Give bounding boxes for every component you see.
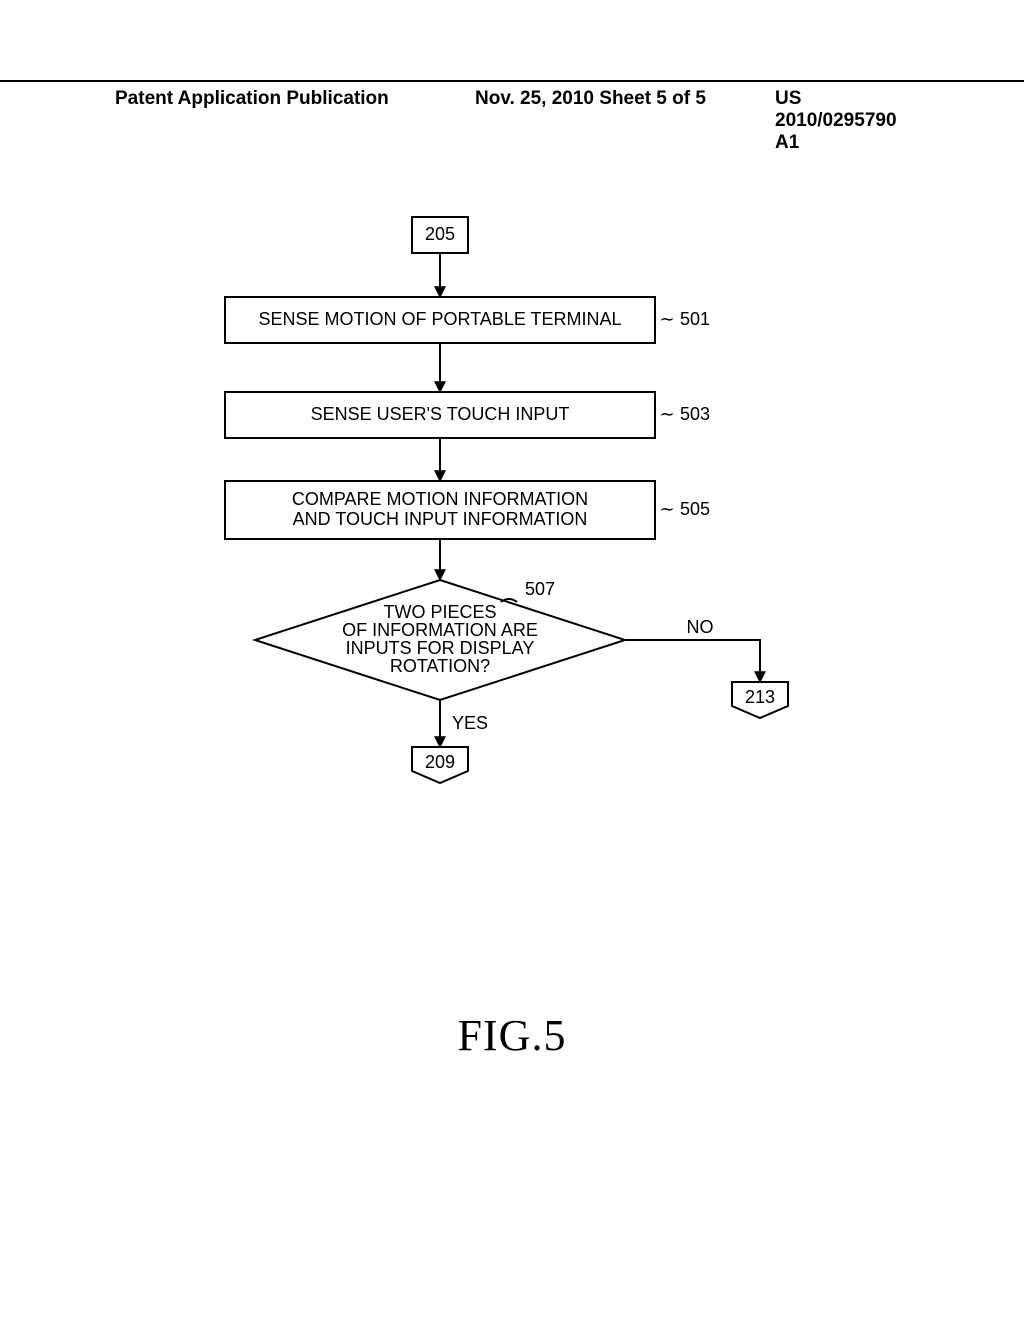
svg-text:TWO PIECES: TWO PIECES bbox=[383, 602, 496, 622]
svg-text:∼: ∼ bbox=[659, 499, 674, 519]
svg-text:209: 209 bbox=[425, 752, 455, 772]
svg-text:INPUTS FOR DISPLAY: INPUTS FOR DISPLAY bbox=[346, 638, 535, 658]
header-mid: Nov. 25, 2010 Sheet 5 of 5 bbox=[475, 88, 775, 154]
flowchart: YES NO 205 SENSE MOTION OF PORTABLE TERMINA… bbox=[0, 200, 1024, 1020]
svg-text:∼: ∼ bbox=[659, 404, 674, 424]
svg-text:ROTATION?: ROTATION? bbox=[390, 656, 490, 676]
svg-text:501: 501 bbox=[680, 309, 710, 329]
page-header: Patent Application Publication Nov. 25, … bbox=[0, 80, 1024, 154]
svg-text:205: 205 bbox=[425, 224, 455, 244]
svg-text:SENSE MOTION OF PORTABLE TERMI: SENSE MOTION OF PORTABLE TERMINAL bbox=[258, 309, 621, 329]
figure-caption: FIG.5 bbox=[0, 1010, 1024, 1061]
svg-text:507: 507 bbox=[525, 579, 555, 599]
svg-text:503: 503 bbox=[680, 404, 710, 424]
svg-text:OF INFORMATION ARE: OF INFORMATION ARE bbox=[342, 620, 538, 640]
svg-text:YES: YES bbox=[452, 713, 488, 733]
svg-text:505: 505 bbox=[680, 499, 710, 519]
header-right: US 2010/0295790 A1 bbox=[775, 88, 1024, 154]
svg-text:213: 213 bbox=[745, 687, 775, 707]
svg-text:COMPARE MOTION INFORMATION: COMPARE MOTION INFORMATION bbox=[292, 489, 588, 509]
svg-text:NO: NO bbox=[687, 617, 714, 637]
svg-text:AND TOUCH INPUT INFORMATION: AND TOUCH INPUT INFORMATION bbox=[293, 509, 588, 529]
svg-text:SENSE USER'S TOUCH INPUT: SENSE USER'S TOUCH INPUT bbox=[311, 404, 570, 424]
header-left: Patent Application Publication bbox=[0, 88, 475, 154]
svg-text:∼: ∼ bbox=[659, 309, 674, 329]
